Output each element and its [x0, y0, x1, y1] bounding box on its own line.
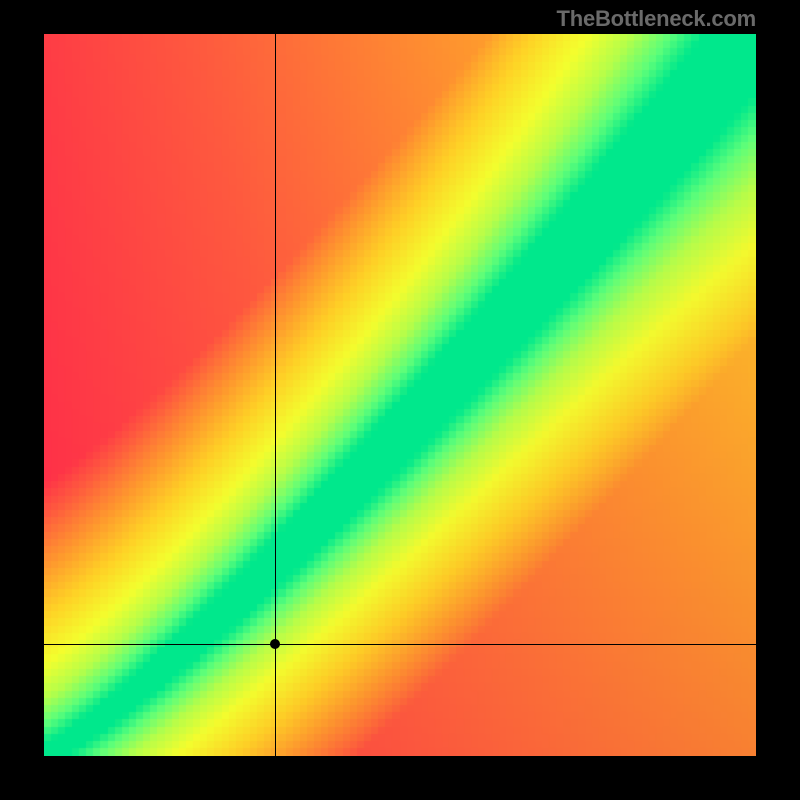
heatmap-plot — [44, 34, 756, 756]
crosshair-marker — [270, 639, 280, 649]
heatmap-canvas — [44, 34, 756, 756]
watermark-text: TheBottleneck.com — [556, 6, 756, 32]
crosshair-horizontal — [44, 644, 756, 645]
